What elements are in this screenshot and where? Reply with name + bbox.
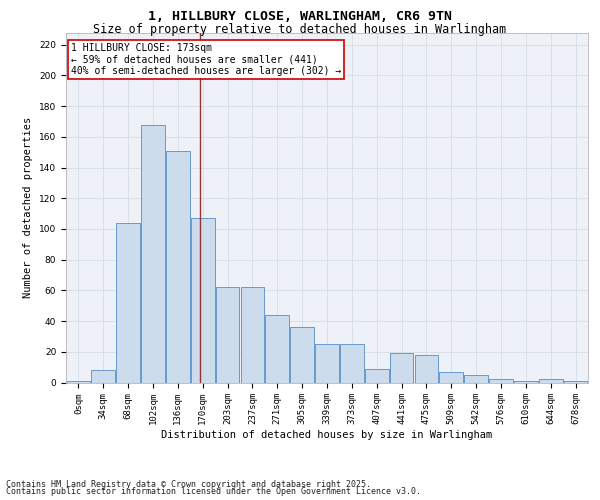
Bar xyxy=(439,372,463,382)
Bar xyxy=(290,327,314,382)
Bar xyxy=(315,344,339,383)
Text: 1, HILLBURY CLOSE, WARLINGHAM, CR6 9TN: 1, HILLBURY CLOSE, WARLINGHAM, CR6 9TN xyxy=(148,10,452,23)
Bar xyxy=(141,124,165,382)
Bar xyxy=(489,380,513,382)
X-axis label: Distribution of detached houses by size in Warlingham: Distribution of detached houses by size … xyxy=(161,430,493,440)
Bar xyxy=(265,315,289,382)
Y-axis label: Number of detached properties: Number of detached properties xyxy=(23,117,34,298)
Text: Contains HM Land Registry data © Crown copyright and database right 2025.: Contains HM Land Registry data © Crown c… xyxy=(6,480,371,489)
Bar xyxy=(67,381,90,382)
Bar xyxy=(390,354,413,382)
Bar xyxy=(464,375,488,382)
Bar xyxy=(564,381,587,382)
Text: Contains public sector information licensed under the Open Government Licence v3: Contains public sector information licen… xyxy=(6,488,421,496)
Bar xyxy=(415,355,438,382)
Bar xyxy=(116,223,140,382)
Bar xyxy=(241,288,264,382)
Text: Size of property relative to detached houses in Warlingham: Size of property relative to detached ho… xyxy=(94,22,506,36)
Text: 1 HILLBURY CLOSE: 173sqm
← 59% of detached houses are smaller (441)
40% of semi-: 1 HILLBURY CLOSE: 173sqm ← 59% of detach… xyxy=(71,43,341,76)
Bar xyxy=(539,380,563,382)
Bar xyxy=(191,218,215,382)
Bar xyxy=(166,150,190,382)
Bar xyxy=(365,368,389,382)
Bar xyxy=(340,344,364,383)
Bar xyxy=(514,381,538,382)
Bar xyxy=(216,288,239,382)
Bar xyxy=(91,370,115,382)
